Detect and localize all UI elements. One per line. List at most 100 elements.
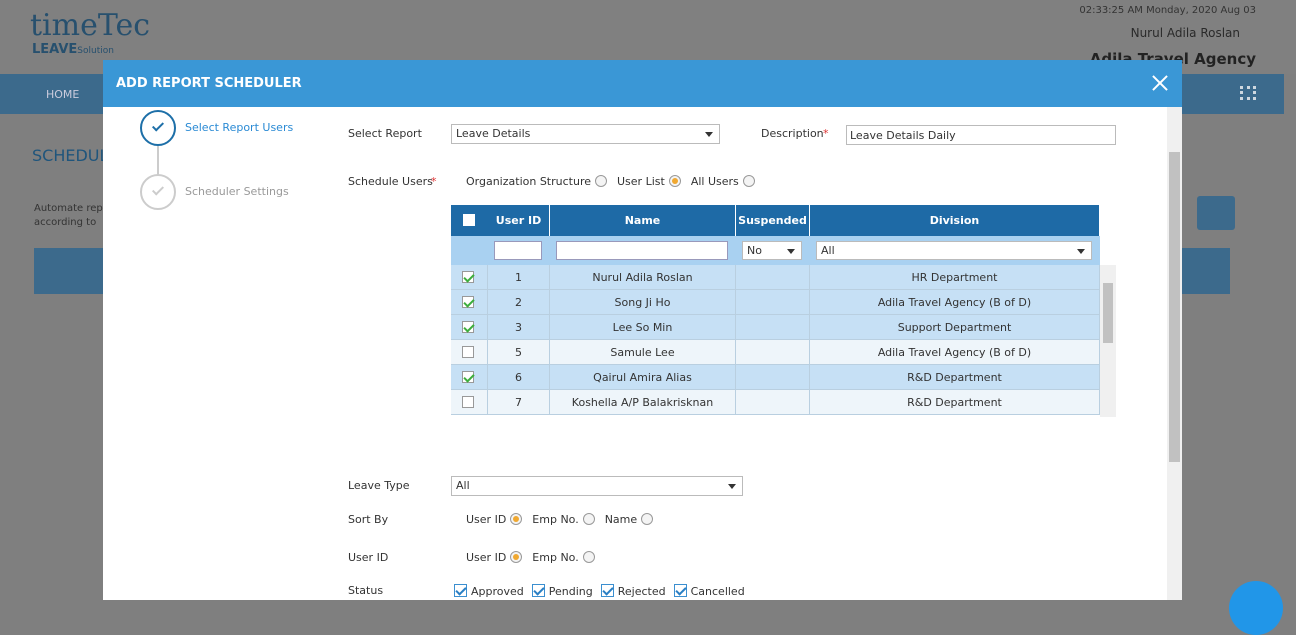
cell-division: R&D Department [810,390,1100,415]
row-checkbox[interactable] [462,371,474,383]
radio-option[interactable]: User ID [466,513,532,526]
cell-user-id: 2 [488,290,550,315]
logo-sub: LEAVESolution [32,42,114,57]
nav-home[interactable]: HOME [46,88,80,101]
cell-user-id: 7 [488,390,550,415]
checkbox-label: Approved [471,585,524,598]
cell-name: Koshella A/P Balakrisknan [550,390,736,415]
status-option[interactable]: Cancelled [673,584,745,598]
cell-name: Samule Lee [550,340,736,365]
radio[interactable] [582,513,595,525]
row-checkbox-cell [451,290,488,315]
step-circle [140,110,176,146]
row-checkbox[interactable] [462,271,474,283]
description-input[interactable]: Leave Details Daily [846,125,1116,145]
table-scroll-thumb[interactable] [1103,283,1113,343]
radio-label: All Users [690,175,739,188]
status-option[interactable]: Approved [454,584,524,598]
checkbox[interactable] [531,584,545,597]
step-label[interactable]: Scheduler Settings [185,185,289,198]
row-checkbox[interactable] [462,396,474,408]
filter-division[interactable]: All [816,241,1092,260]
select-leave-type[interactable]: All [451,476,743,496]
table-row[interactable]: 3 Lee So Min Support Department [451,315,1100,340]
table-row[interactable]: 5 Samule Lee Adila Travel Agency (B of D) [451,340,1100,365]
filter-userid[interactable] [494,241,542,260]
modal-title: ADD REPORT SCHEDULER [116,76,302,91]
cell-name: Qairul Amira Alias [550,365,736,390]
radio-label: Emp No. [532,513,579,526]
row-checkbox[interactable] [462,346,474,358]
radio-label: Name [604,513,638,526]
radio[interactable] [582,551,595,563]
table-scrollbar[interactable] [1100,265,1116,417]
cell-division: R&D Department [810,365,1100,390]
chat-button[interactable] [1229,581,1283,635]
datetime: 02:33:25 AM Monday, 2020 Aug 03 [1079,5,1256,16]
status-option[interactable]: Rejected [600,584,666,598]
header-checkbox[interactable] [463,214,475,226]
user-name[interactable]: Nurul Adila Roslan [1130,26,1240,40]
checkbox-label: Cancelled [690,585,745,598]
radio-group: Organization Structure User List All Users [466,175,765,188]
checkbox-label: Rejected [617,585,666,598]
radio-option[interactable]: All Users [691,175,765,188]
checkbox-label: Pending [548,585,593,598]
table-row[interactable]: 2 Song Ji Ho Adila Travel Agency (B of D) [451,290,1100,315]
modal-scrollbar[interactable] [1167,107,1182,600]
checkbox[interactable] [600,584,614,597]
close-button[interactable] [1152,75,1168,91]
radio-label: User List [617,175,665,188]
row-checkbox[interactable] [462,296,474,308]
logo-leave: LEAVE [32,42,78,57]
checkbox[interactable] [454,584,467,597]
radio[interactable] [595,175,607,187]
table-row[interactable]: 6 Qairul Amira Alias R&D Department [451,365,1100,390]
radio[interactable] [668,175,681,187]
page: timeTec LEAVESolution 02:33:25 AM Monday… [0,0,1296,611]
bg-add-button[interactable] [1197,196,1235,230]
step-check [151,119,165,132]
radio-option[interactable]: Name [605,513,663,526]
radio-option[interactable]: Emp No. [532,551,604,564]
radio-option[interactable]: Organization Structure [466,175,617,188]
filter-name[interactable] [556,241,728,260]
radio-option[interactable]: Emp No. [532,513,604,526]
row-checkbox[interactable] [462,321,474,333]
column-header: Suspended [736,205,810,236]
field-label: Status [348,584,384,597]
cell-division: Support Department [810,315,1100,340]
status-option[interactable]: Pending [531,584,593,598]
step-label[interactable]: Select Report Users [185,121,294,134]
row-checkbox-cell [451,340,488,365]
step-circle [140,174,176,210]
grid-icon[interactable] [1240,86,1256,100]
cell-division: Adila Travel Agency (B of D) [810,290,1100,315]
cell-user-id: 1 [488,265,550,290]
table-row[interactable]: 7 Koshella A/P Balakrisknan R&D Department [451,390,1100,415]
filter-suspended[interactable]: No [742,241,802,260]
bg-line: according to [34,217,97,228]
row-checkbox-cell [451,390,488,415]
radio-group: User ID Emp No. Name [466,513,663,526]
radio-option[interactable]: User List [617,175,691,188]
radio[interactable] [742,175,755,187]
field-label: Leave Type [348,479,410,492]
radio-option[interactable]: User ID [466,551,532,564]
cell-user-id: 5 [488,340,550,365]
column-header: Division [810,205,1100,236]
cell-suspended [736,340,810,365]
cell-division: HR Department [810,265,1100,290]
radio[interactable] [510,513,523,525]
scroll-thumb[interactable] [1169,152,1180,462]
radio[interactable] [510,551,523,563]
radio[interactable] [641,513,654,525]
checkbox[interactable] [673,584,687,597]
column-header: User ID [488,205,550,236]
select-report[interactable]: Leave Details [451,124,720,144]
field-label: Description [761,127,824,140]
cell-suspended [736,390,810,415]
table-row[interactable]: 1 Nurul Adila Roslan HR Department [451,265,1100,290]
bg-text: Automate rep according to [34,202,103,230]
step-connector [157,146,159,176]
